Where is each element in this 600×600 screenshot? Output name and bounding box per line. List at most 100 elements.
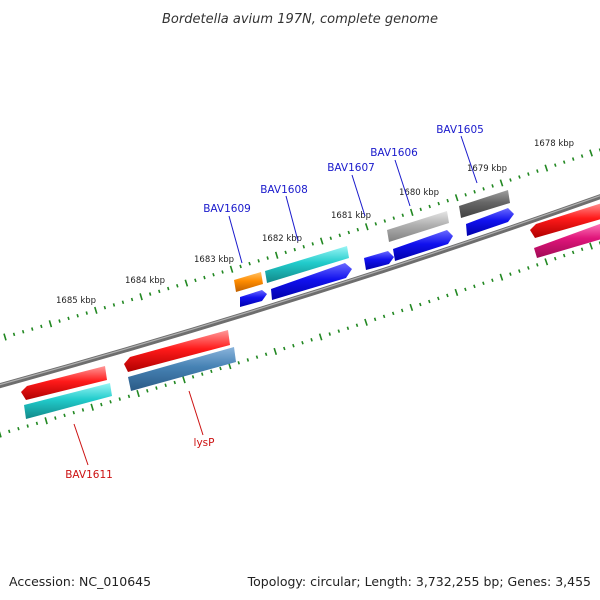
- outer-ticks-tick: [473, 190, 476, 194]
- tick-label-1680: 1680 kbp: [399, 188, 439, 198]
- leader-line-bav1611: [73, 423, 89, 466]
- inner-ticks-tick: [446, 293, 449, 298]
- gene-label-bav1606[interactable]: BAV1606: [370, 147, 418, 159]
- inner-ticks-tick: [17, 426, 20, 431]
- inner-ticks-tick: [35, 421, 39, 426]
- gene-bav1606-feature[interactable]: [387, 211, 449, 242]
- gene-lysP-feature[interactable]: [128, 347, 236, 391]
- outer-ticks-tick: [554, 163, 557, 167]
- leader-line-bav1608: [285, 195, 299, 242]
- inner-ticks-tick: [201, 372, 204, 376]
- gene-bav1607-cds[interactable]: [364, 251, 394, 270]
- inner-tick-scale: [0, 241, 600, 438]
- tick-label-1683: 1683 kbp: [194, 255, 234, 265]
- outer-ticks-tick: [464, 193, 467, 197]
- outer-ticks-tick: [454, 194, 459, 202]
- inner-ticks-tick: [328, 332, 331, 336]
- inner-ticks-tick: [81, 408, 85, 412]
- outer-ticks-tick: [544, 164, 549, 172]
- inner-ticks-tick: [499, 273, 504, 281]
- gene-label-bav1609[interactable]: BAV1609: [203, 203, 251, 215]
- inner-ticks-tick: [464, 287, 467, 292]
- gene-bav1605-feature[interactable]: [459, 190, 510, 218]
- gene-bav1609-cds[interactable]: [240, 290, 267, 307]
- inner-ticks-tick: [63, 413, 66, 418]
- gene-label-lysP[interactable]: lysP: [194, 437, 215, 449]
- inner-ticks-tick: [571, 250, 575, 255]
- inner-ticks-tick: [8, 429, 11, 434]
- inner-ticks-tick: [164, 383, 167, 388]
- gene-bav1606-cds[interactable]: [393, 230, 453, 261]
- outer-ticks-tick: [167, 286, 170, 291]
- gene-bav1608-feature[interactable]: [265, 246, 349, 283]
- outer-ticks-tick: [3, 333, 7, 341]
- outer-ticks-tick: [76, 313, 79, 318]
- outer-ticks-tick: [229, 265, 234, 273]
- inner-ticks-tick: [527, 266, 530, 270]
- gene-right-feature-pink[interactable]: [534, 222, 600, 258]
- outer-ticks-tick: [491, 184, 494, 188]
- inner-ticks-tick: [264, 352, 268, 357]
- gene-label-bav1611[interactable]: BAV1611: [65, 469, 113, 481]
- genome-backbone: [0, 194, 600, 389]
- outer-ticks-tick: [499, 179, 504, 187]
- inner-ticks-tick: [409, 303, 414, 312]
- inner-ticks-tick: [373, 317, 377, 322]
- outer-ticks-tick: [302, 244, 305, 249]
- inner-ticks-tick: [90, 403, 94, 411]
- inner-ticks-tick: [155, 386, 158, 390]
- tick-label-1679: 1679 kbp: [467, 164, 507, 174]
- leader-line-bav1607: [351, 174, 366, 217]
- gene-bav1611-feature[interactable]: [24, 383, 112, 419]
- outer-ticks-tick: [284, 250, 287, 255]
- leader-line-bav1606: [394, 159, 411, 207]
- gene-bav1608-cds[interactable]: [271, 263, 352, 300]
- inner-ticks-tick: [544, 258, 549, 266]
- inner-ticks-tick: [437, 296, 440, 301]
- inner-ticks-tick: [173, 380, 176, 385]
- outer-ticks-tick: [437, 201, 440, 206]
- inner-ticks-tick: [318, 333, 323, 341]
- outer-ticks-tick: [184, 279, 189, 287]
- gene-lysP-cds[interactable]: [124, 330, 230, 372]
- outer-ticks-tick: [130, 297, 134, 302]
- outer-ticks-tick: [356, 227, 360, 232]
- gene-label-bav1607[interactable]: BAV1607: [327, 162, 375, 174]
- leader-line-bav1609: [228, 215, 243, 264]
- tick-label-1684: 1684 kbp: [125, 276, 165, 286]
- accession-text: Accession: NC_010645: [9, 574, 151, 589]
- inner-ticks-tick: [553, 256, 557, 261]
- tick-label-1681: 1681 kbp: [331, 211, 371, 221]
- tick-label-1678: 1678 kbp: [534, 139, 574, 149]
- inner-ticks-tick: [118, 397, 121, 401]
- inner-ticks-tick: [146, 389, 149, 393]
- outer-ticks-tick: [158, 289, 161, 294]
- outer-ticks-tick: [293, 247, 296, 252]
- gene-bav1611-cds[interactable]: [21, 366, 107, 400]
- outer-tick-scale: [3, 148, 600, 341]
- outer-ticks-tick: [364, 223, 369, 231]
- outer-ticks-tick: [139, 293, 143, 301]
- inner-ticks-tick: [364, 318, 368, 326]
- inner-ticks-tick: [518, 269, 521, 273]
- outer-ticks-tick: [409, 208, 414, 216]
- gene-bav1605-cds[interactable]: [466, 208, 514, 236]
- inner-ticks-tick: [44, 417, 48, 425]
- inner-ticks-tick: [136, 389, 140, 398]
- gene-right-feature-red[interactable]: [530, 202, 600, 238]
- outer-ticks-tick: [58, 319, 61, 323]
- gene-label-bav1605[interactable]: BAV1605: [436, 124, 484, 136]
- outer-ticks-tick: [338, 233, 342, 238]
- leader-line-bav1605: [460, 135, 478, 184]
- tick-label-1685: 1685 kbp: [56, 296, 96, 306]
- inner-ticks-tick: [219, 366, 222, 371]
- inner-ticks-tick: [246, 358, 250, 362]
- inner-ticks-tick: [580, 247, 584, 252]
- gene-bav1609-feature[interactable]: [234, 272, 263, 292]
- outer-ticks-tick: [112, 303, 116, 307]
- gene-label-bav1608[interactable]: BAV1608: [260, 184, 308, 196]
- inner-ticks-tick: [191, 375, 195, 379]
- outer-ticks-tick: [239, 264, 242, 269]
- inner-ticks-tick: [391, 311, 395, 316]
